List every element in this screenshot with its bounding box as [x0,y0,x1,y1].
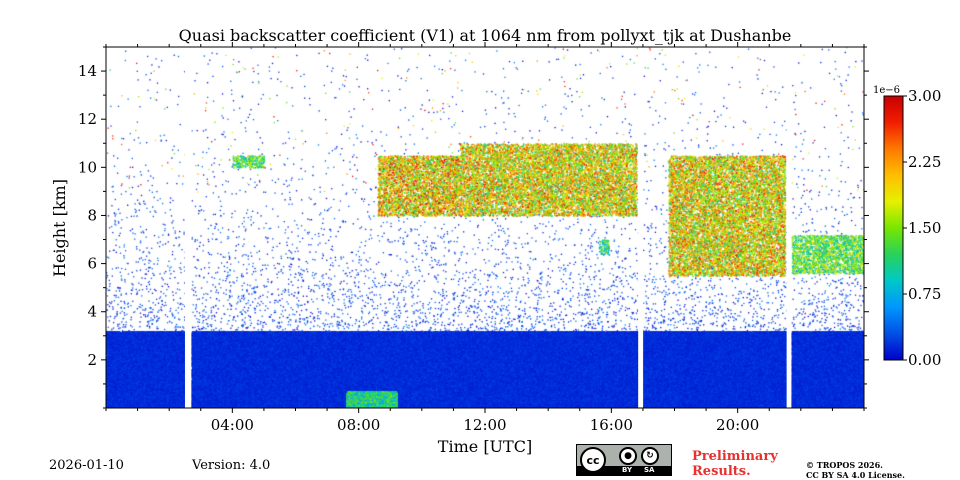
version-label: Version: 4.0 [192,458,271,473]
y-tick-label: 4 [87,303,97,321]
by-label: BY [622,466,633,474]
x-tick-label: 20:00 [716,416,759,434]
x-tick-label: 04:00 [211,416,254,434]
license-badge-band [577,466,671,475]
y-tick-label: 14 [78,62,97,80]
chart-title: Quasi backscatter coefficient (V1) at 10… [179,26,792,45]
copyright-line-1: © TROPOS 2026. [806,460,883,470]
y-tick-label: 6 [87,255,97,273]
license-badge: cc ● ↻ BY SA [576,444,672,476]
copyright-line-2: CC BY SA 4.0 License. [806,470,905,480]
sa-label: SA [644,466,655,474]
share-alike-icon: ↻ [641,447,659,465]
y-tick-label: 2 [87,351,97,369]
y-tick-label: 8 [87,206,97,224]
data-gap [638,47,643,408]
cc-icon: cc [580,447,606,473]
copyright-note: © TROPOS 2026. CC BY SA 4.0 License. [806,460,905,480]
preliminary-note: Preliminary Results. [692,449,778,479]
x-axis: 04:00 08:00 12:00 16:00 20:00 [105,42,865,434]
colorbar-tick-label: 2.25 [908,153,941,171]
x-tick-label: 12:00 [463,416,506,434]
y-axis-label: Height [km] [50,179,69,277]
heatmap-image [106,47,864,408]
colorbar-tick-label: 0.75 [908,285,941,303]
y-tick-label: 10 [78,158,97,176]
y-axis: 2 4 6 8 10 12 14 [78,46,869,409]
x-tick-label: 08:00 [337,416,380,434]
x-axis-label: Time [UTC] [438,437,532,456]
colorbar-tick-label: 3.00 [908,87,941,105]
x-tick-label: 16:00 [590,416,633,434]
preliminary-line-1: Preliminary [692,449,778,464]
data-gap [184,47,192,408]
backscatter-heatmap [106,47,864,408]
y-tick-label: 12 [78,110,97,128]
date-label: 2026-01-10 [49,458,124,473]
colorbar-ticks: 0.00 0.75 1.50 2.25 3.00 [903,87,941,369]
attribution-icon: ● [619,447,637,465]
colorbar [883,95,904,361]
preliminary-line-2: Results. [692,464,751,479]
colorbar-tick-label: 0.00 [908,351,941,369]
colorbar-exponent: 1e−6 [873,85,900,96]
colorbar-tick-label: 1.50 [908,219,941,237]
data-gap [786,47,792,408]
